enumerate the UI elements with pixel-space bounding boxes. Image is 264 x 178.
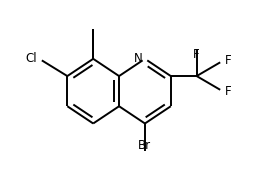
Text: F: F [225,54,231,67]
Text: F: F [225,85,231,98]
Text: Cl: Cl [26,52,37,65]
Text: F: F [193,48,200,61]
Text: N: N [134,52,143,65]
Text: Br: Br [138,138,152,151]
